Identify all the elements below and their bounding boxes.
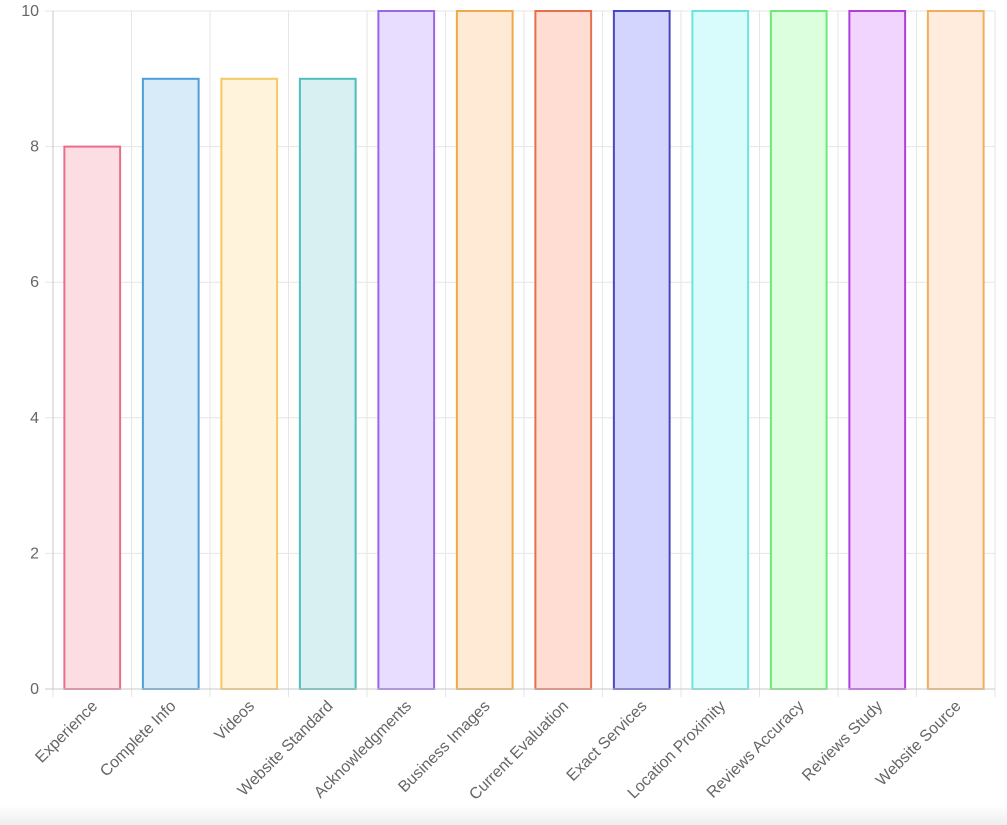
grid-lines — [45, 10, 996, 697]
bar-experience[interactable] — [63, 145, 122, 691]
y-tick-label: 4 — [30, 410, 39, 427]
bar-location-proximity[interactable] — [691, 10, 750, 690]
x-category-label: Experience — [32, 698, 101, 767]
y-tick-label: 2 — [30, 545, 39, 562]
y-tick-label: 8 — [30, 139, 39, 156]
bottom-edge-shadow — [0, 805, 1007, 825]
bar-business-images[interactable] — [455, 10, 514, 690]
x-category-label: Exact Services — [564, 698, 651, 785]
y-tick-label: 0 — [30, 681, 39, 698]
bar-reviews-study[interactable] — [848, 10, 907, 690]
x-category-label: Reviews Study — [799, 698, 886, 785]
bar-complete-info[interactable] — [141, 77, 200, 691]
y-tick-labels: 0 2 4 6 8 10 — [21, 3, 39, 698]
bar-acknowledgments[interactable] — [377, 10, 436, 690]
bar-reviews-accuracy[interactable] — [769, 10, 828, 690]
x-category-label: Complete Info — [97, 698, 180, 781]
axes — [45, 11, 995, 690]
bar-website-source[interactable] — [926, 10, 985, 690]
x-category-label: Videos — [212, 698, 258, 744]
bar-exact-services[interactable] — [612, 10, 671, 690]
bar-videos[interactable] — [220, 77, 279, 691]
bar-current-evaluation[interactable] — [534, 10, 593, 690]
y-tick-label: 6 — [30, 274, 39, 291]
x-category-label: Website Source — [873, 698, 965, 790]
y-tick-label: 10 — [21, 3, 39, 20]
bar-website-standard[interactable] — [298, 77, 357, 691]
bars — [63, 10, 985, 691]
